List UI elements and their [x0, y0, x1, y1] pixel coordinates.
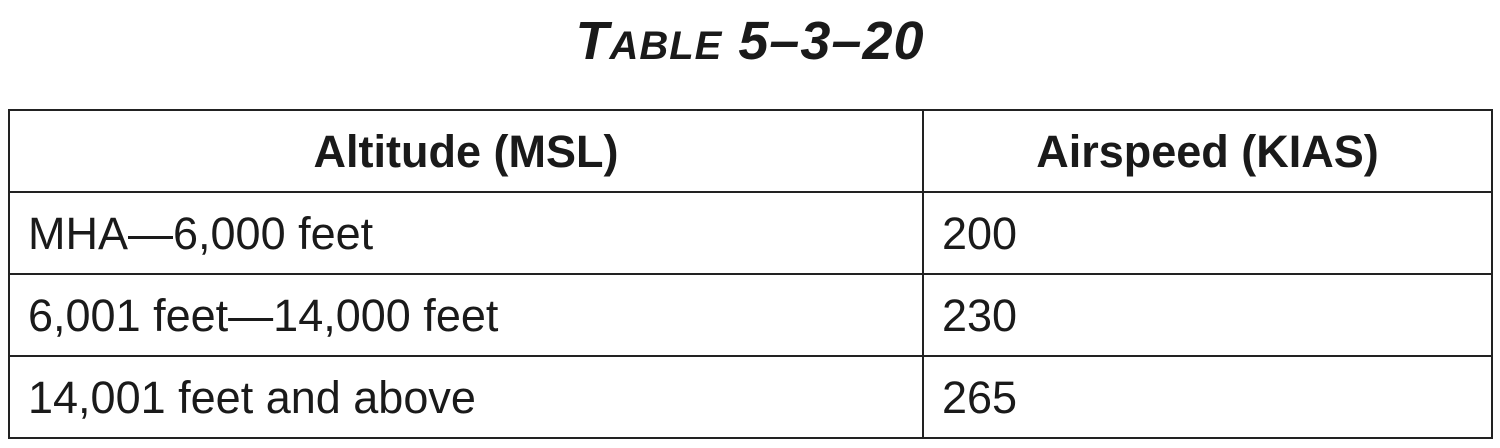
- altitude-cell: MHA—6,000 feet: [8, 191, 924, 275]
- altitude-cell: 6,001 feet—14,000 feet: [8, 273, 924, 357]
- airspeed-cell: 265: [922, 355, 1493, 439]
- title-number: 5–3–20: [738, 11, 925, 71]
- altitude-cell: 14,001 feet and above: [8, 355, 924, 439]
- table-row: MHA—6,000 feet 200: [8, 191, 1493, 275]
- title-word-rest: ABLE: [609, 24, 723, 68]
- title-word-first-letter: T: [575, 11, 610, 71]
- header-airspeed: Airspeed (KIAS): [922, 109, 1493, 193]
- airspeed-cell: 200: [922, 191, 1493, 275]
- table-row: 6,001 feet—14,000 feet 230: [8, 273, 1493, 357]
- table-row: 14,001 feet and above 265: [8, 355, 1493, 439]
- table-title: TABLE 5–3–20: [0, 10, 1500, 72]
- altitude-airspeed-table: Altitude (MSL) Airspeed (KIAS) MHA—6,000…: [8, 109, 1493, 439]
- header-altitude: Altitude (MSL): [8, 109, 924, 193]
- airspeed-cell: 230: [922, 273, 1493, 357]
- header-row: Altitude (MSL) Airspeed (KIAS): [8, 109, 1493, 193]
